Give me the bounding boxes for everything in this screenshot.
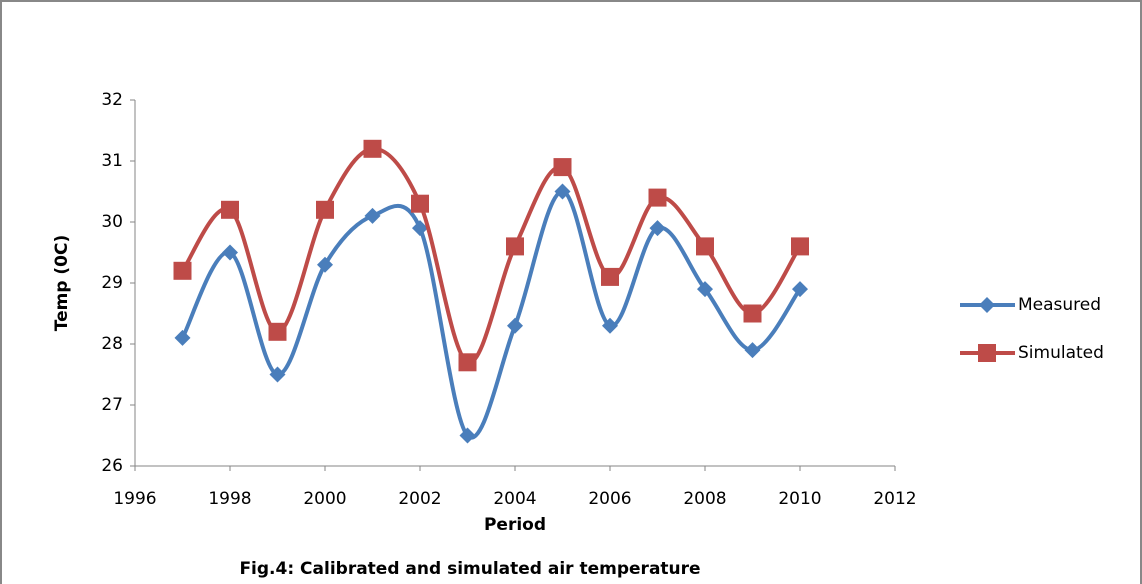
marker	[792, 281, 808, 298]
marker	[648, 188, 667, 207]
legend-marker	[979, 297, 995, 313]
marker	[649, 220, 666, 237]
y-tick-label: 28	[101, 334, 123, 354]
marker	[744, 342, 761, 359]
marker	[269, 366, 286, 383]
x-tick-label: 2012	[873, 489, 916, 509]
marker	[412, 220, 428, 237]
marker	[222, 244, 238, 261]
x-axis-label: Period	[484, 515, 546, 535]
y-tick-label: 26	[101, 456, 123, 476]
marker	[174, 329, 191, 346]
marker	[791, 237, 809, 256]
marker	[743, 304, 762, 323]
y-tick-label: 31	[101, 151, 123, 171]
y-tick-label: 30	[101, 212, 123, 232]
y-tick-label: 27	[101, 395, 123, 415]
marker	[364, 207, 381, 224]
legend-label: Measured	[1018, 295, 1101, 315]
x-tick-label: 2006	[588, 489, 631, 509]
marker	[506, 237, 524, 256]
marker	[459, 427, 476, 444]
marker	[697, 281, 713, 298]
legend-marker	[978, 344, 996, 362]
marker	[601, 267, 619, 286]
legend-label: Simulated	[1018, 343, 1104, 363]
marker	[317, 256, 333, 273]
x-tick-label: 1998	[208, 489, 251, 509]
x-tick-label: 2008	[683, 489, 726, 509]
y-tick-label: 29	[101, 273, 123, 293]
marker	[173, 261, 192, 280]
marker	[221, 200, 239, 219]
x-tick-label: 2002	[398, 489, 441, 509]
marker	[316, 200, 334, 219]
y-tick-label: 32	[101, 90, 123, 110]
marker	[553, 158, 572, 177]
marker	[554, 183, 571, 200]
x-tick-label: 1996	[113, 489, 156, 509]
marker	[458, 353, 477, 372]
x-tick-label: 2000	[303, 489, 346, 509]
marker	[507, 317, 523, 334]
marker	[411, 194, 429, 213]
marker	[602, 317, 618, 334]
x-tick-label: 2004	[493, 489, 536, 509]
marker	[363, 139, 382, 158]
marker	[696, 237, 714, 256]
y-axis-label: Temp (0C)	[52, 235, 72, 332]
marker	[268, 322, 287, 341]
caption: Fig.4: Calibrated and simulated air temp…	[239, 559, 700, 579]
x-tick-label: 2010	[778, 489, 821, 509]
